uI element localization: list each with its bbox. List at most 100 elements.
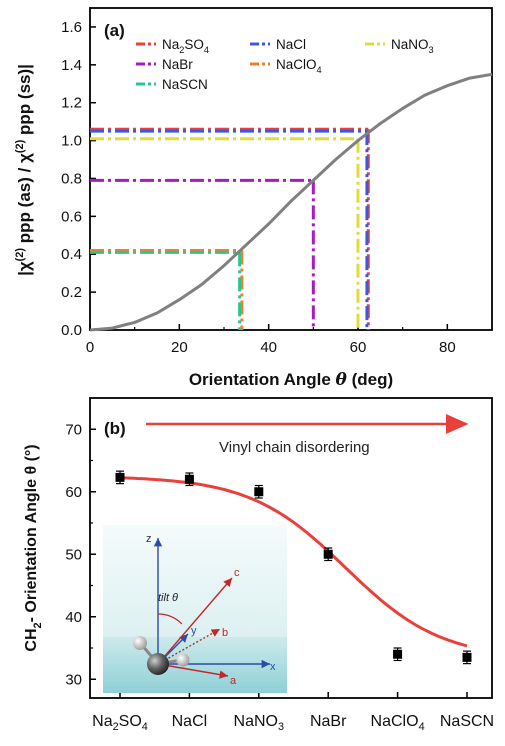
- legend-label-NaSCN: NaSCN: [162, 77, 208, 92]
- a-ytick-label-5: 1.0: [61, 133, 82, 150]
- panel-a-ylabel-part-3: ppp (ss)|: [15, 64, 34, 140]
- a-ytick-label-3: 0.6: [61, 208, 82, 225]
- panel-a-label: (a): [104, 21, 125, 40]
- b-category-label-NaSCN: NaSCN: [440, 713, 494, 730]
- b-point-NaNO3: [254, 487, 264, 497]
- a-xtick-label-2: 40: [260, 339, 277, 356]
- a-xtick-label-0: 0: [86, 339, 94, 356]
- inset-water-region: [103, 637, 287, 693]
- b-ytick-label-2: 50: [65, 546, 82, 563]
- panel-a-xlabel-part-1: Orientation Angle: [189, 370, 336, 389]
- panel-b-data-points: [115, 470, 472, 665]
- b-category-label-Na2SO4-sub: 2: [113, 721, 119, 733]
- b-category-label-NaClO4-sub: 4: [419, 721, 425, 733]
- panel-a-xlabel-theta: θ: [336, 370, 348, 390]
- panel-a-ylabel-part-1: |χ: [15, 261, 34, 276]
- legend-label-Na2SO4-sub: 2: [179, 45, 184, 55]
- legend-label-NaNO3-sub: 3: [429, 45, 434, 55]
- panel-b-fit-curve: [119, 476, 468, 648]
- panel-b: 30 40 50 60 70: [23, 397, 494, 733]
- legend-label-Na2SO4: Na2SO4: [162, 37, 209, 55]
- panel-a-ylabel: |χ(2) ppp (as) / χ(2) ppp (ss)|: [14, 64, 34, 276]
- legend-label-Na2SO4-main: Na: [162, 37, 180, 52]
- inset-vector-c: [157, 577, 233, 665]
- panel-b-ylabel: CH2- Orientation Angle θ (°): [23, 444, 44, 651]
- disordering-annotation: Vinyl chain disordering: [219, 439, 370, 456]
- inset-air-region: [103, 525, 287, 637]
- legend-label-NaNO3: NaNO3: [391, 37, 434, 55]
- inset-a-label: a: [230, 675, 237, 687]
- a-xtick-label-3: 60: [350, 339, 367, 356]
- panel-a-ylabel-part-2: ppp (as) / χ: [15, 153, 34, 248]
- a-xtick-label-1: 20: [171, 339, 188, 356]
- legend-label-NaClO4-sub: 4: [317, 65, 322, 75]
- orientation-schematic-inset: z y x c b a tilt θ: [103, 525, 287, 693]
- legend-label-Na2SO4-sub2: 4: [204, 45, 209, 55]
- a-ytick-label-2: 0.4: [61, 246, 82, 263]
- b-category-label-NaNO3: NaNO3: [234, 713, 285, 733]
- panel-a-plot-frame: [89, 7, 493, 331]
- panel-b-fit: [119, 476, 468, 648]
- inset-carbon-atom: [147, 653, 169, 675]
- legend-label-Na2SO4-rest: SO: [184, 37, 204, 52]
- b-ytick-label-4: 70: [65, 421, 82, 438]
- inset-c-label: c: [234, 567, 240, 579]
- b-category-label-NaClO4-main: NaClO: [371, 713, 419, 730]
- b-category-label-Na2SO4-rest: SO: [119, 713, 142, 730]
- legend-label-NaClO4: NaClO4: [276, 57, 322, 75]
- b-category-label-Na2SO4-sub2: 4: [142, 721, 148, 733]
- inset-tilt-label: tilt θ: [158, 592, 178, 604]
- a-ytick-label-8: 1.6: [61, 19, 82, 36]
- panel-a-theory-curve: [89, 72, 493, 332]
- b-category-label-NaClO4: NaClO4: [371, 713, 425, 733]
- a-ytick-label-0: 0.0: [61, 322, 82, 339]
- b-ytick-label-1: 40: [65, 609, 82, 626]
- b-point-Na2SO4: [115, 472, 125, 482]
- panel-a-ticks: 0 20 40 60 80 0.0 0.2 0.4 0.6 0.8 1.0 1.2 1.4 1.6: [61, 19, 493, 356]
- b-category-label-NaCl: NaCl: [172, 713, 208, 730]
- b-ytick-label-0: 30: [65, 671, 82, 688]
- legend-label-NaClO4-main: NaClO: [276, 57, 317, 72]
- legend-label-NaSCN-main: NaSCN: [162, 77, 208, 92]
- legend-label-NaBr: NaBr: [162, 57, 193, 72]
- panel-b-category-labels: Na2SO4 NaCl NaNO3 NaBr NaClO4 NaSCN: [92, 713, 494, 733]
- b-category-label-NaNO3-sub: 3: [278, 721, 284, 733]
- legend-label-NaBr-main: NaBr: [162, 57, 193, 72]
- panel-a: 0 20 40 60 80 0.0 0.2 0.4 0.6 0.8 1.0 1.2 1.4 1.6 (a)…: [14, 7, 493, 390]
- panel-a-ylabel-sup-2: (2): [14, 139, 26, 153]
- a-xtick-label-4: 80: [439, 339, 456, 356]
- inset-x-label: x: [270, 661, 276, 673]
- legend-label-NaCl: NaCl: [276, 37, 306, 52]
- inset-b-label: b: [222, 627, 228, 639]
- b-category-label-NaBr: NaBr: [310, 713, 347, 730]
- b-point-NaBr: [323, 549, 333, 559]
- b-point-NaSCN: [462, 652, 472, 662]
- b-point-NaCl: [184, 474, 194, 484]
- inset-hydrogen-atom-1: [133, 636, 147, 650]
- a-ytick-label-1: 0.2: [61, 284, 82, 301]
- inset-z-label: z: [146, 533, 152, 545]
- a-ytick-label-4: 0.8: [61, 170, 82, 187]
- panel-a-ylabel-sup-1: (2): [14, 248, 26, 262]
- b-category-label-NaBr-main: NaBr: [310, 713, 347, 730]
- inset-tilt-arc: [157, 613, 183, 625]
- panel-b-ticks: 30 40 50 60 70: [65, 421, 468, 698]
- b-category-label-Na2SO4: Na2SO4: [92, 713, 148, 733]
- b-category-label-Na2SO4-main: Na: [92, 713, 113, 730]
- inset-vector-a: [157, 663, 229, 679]
- panel-a-xlabel-part-3: (deg): [347, 370, 393, 389]
- b-category-label-NaCl-main: NaCl: [172, 713, 208, 730]
- panel-b-ylabel-part-1: CH: [23, 629, 40, 652]
- b-category-label-NaNO3-main: NaNO: [234, 713, 278, 730]
- b-point-NaClO4: [393, 649, 403, 659]
- b-ytick-label-3: 60: [65, 484, 82, 501]
- panel-a-xlabel: Orientation Angle θ (deg): [189, 370, 393, 390]
- panel-b-label: (b): [104, 419, 126, 438]
- panel-b-ylabel-part-2: - Orientation Angle θ (°): [23, 444, 40, 622]
- legend-label-NaNO3-main: NaNO: [391, 37, 429, 52]
- panel-b-plot-frame: [89, 397, 493, 699]
- legend-label-NaCl-main: NaCl: [276, 37, 306, 52]
- panel-a-series-lines: [90, 127, 370, 330]
